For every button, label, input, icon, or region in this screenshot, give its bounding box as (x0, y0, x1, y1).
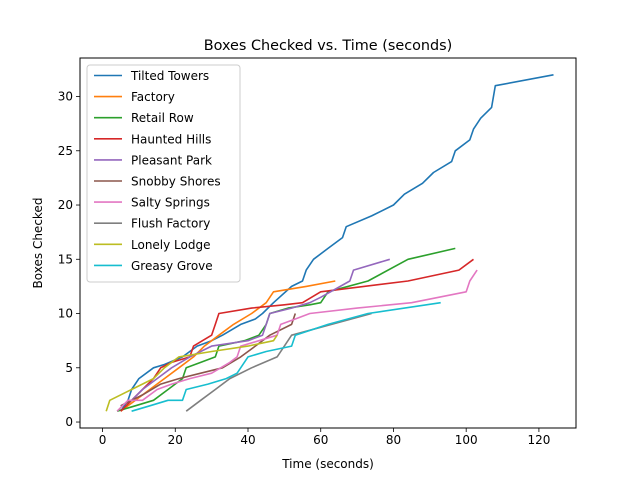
chart-title: Boxes Checked vs. Time (seconds) (204, 38, 453, 54)
y-tick-label: 0 (65, 415, 73, 429)
series-line-snobby-shores (120, 313, 297, 407)
x-tick-label: 100 (455, 433, 478, 447)
legend-label: Snobby Shores (131, 175, 221, 189)
legend-label: Lonely Lodge (131, 238, 211, 252)
plot-lines (105, 74, 554, 412)
legend: Tilted Towers Factory Retail Row Haunted Hi… (86, 64, 241, 283)
series-line-salty-springs (116, 269, 478, 412)
y-tick-label: 20 (58, 198, 73, 212)
y-axis-label: Boxes Checked (31, 198, 45, 289)
y-tick-label: 5 (65, 361, 73, 375)
x-axis: 0 20 40 60 80 100 120 (99, 428, 550, 447)
y-axis: 0 5 10 15 20 25 30 (58, 90, 80, 429)
legend-label: Flush Factory (131, 217, 210, 231)
y-tick-label: 10 (58, 307, 73, 321)
x-tick-label: 60 (313, 433, 328, 447)
legend-label: Tilted Towers (130, 69, 209, 83)
x-tick-label: 40 (240, 433, 255, 447)
x-tick-label: 0 (99, 433, 107, 447)
axes-frame (79, 57, 577, 429)
series-line-pleasant-park (120, 258, 391, 407)
legend-label: Haunted Hills (131, 132, 211, 146)
legend-label: Retail Row (131, 111, 194, 125)
legend-label: Factory (131, 90, 175, 104)
x-axis-label: Time (seconds) (281, 457, 374, 471)
series-line-greasy-grove (131, 301, 441, 412)
series-line-lonely-lodge (105, 334, 278, 412)
legend-label: Pleasant Park (131, 153, 212, 167)
y-tick-label: 25 (58, 144, 73, 158)
x-tick-label: 20 (168, 433, 183, 447)
x-tick-label: 120 (527, 433, 550, 447)
x-tick-label: 80 (386, 433, 401, 447)
series-line-flush-factory (185, 312, 372, 412)
legend-label: Salty Springs (131, 196, 210, 210)
series-line-factory (120, 280, 336, 412)
y-tick-label: 15 (58, 252, 73, 266)
legend-box (86, 64, 241, 283)
legend-label: Greasy Grove (131, 259, 213, 273)
y-tick-label: 30 (58, 90, 73, 104)
